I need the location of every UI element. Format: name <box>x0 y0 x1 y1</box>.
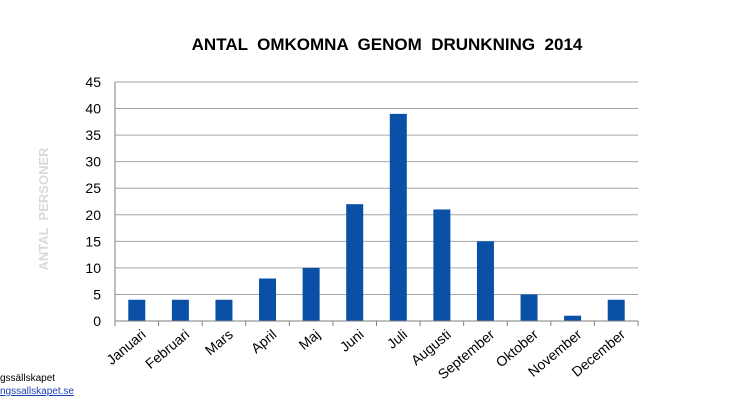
y-tick-label: 5 <box>93 286 101 302</box>
y-axis-label: ANTAL PERSONER <box>36 147 51 271</box>
y-tick-label: 35 <box>85 127 101 143</box>
bar-maj <box>302 267 320 321</box>
y-tick-label: 25 <box>85 180 101 196</box>
x-tick-label: Februari <box>142 326 192 372</box>
y-tick-label: 20 <box>85 207 101 223</box>
axes <box>114 82 639 326</box>
bar-juni <box>346 204 364 321</box>
bar-april <box>259 278 277 321</box>
y-tick-label: 15 <box>85 233 101 249</box>
y-tick-label: 30 <box>85 154 101 170</box>
x-tick-label: Mars <box>202 326 236 358</box>
chart-title: ANTAL OMKOMNA GENOM DRUNKNING 2014 <box>192 35 583 54</box>
y-tick-label: 0 <box>93 313 101 329</box>
bars <box>128 113 625 321</box>
x-tick-label: Januari <box>103 326 148 368</box>
bar-december <box>607 299 625 321</box>
bar-juli <box>389 113 407 321</box>
x-tick-label: Juni <box>337 326 367 355</box>
bar-februari <box>171 299 189 321</box>
y-tick-label: 40 <box>85 101 101 117</box>
bar-oktober <box>520 294 538 321</box>
bar-augusti <box>433 209 451 321</box>
y-tick-label: 45 <box>85 74 101 90</box>
gridlines <box>115 81 638 295</box>
bar-september <box>476 241 494 321</box>
bar-mars <box>215 299 233 321</box>
y-tick-label: 10 <box>85 260 101 276</box>
y-tick-labels: 0 5 10 15 20 25 30 35 40 45 <box>85 74 101 329</box>
bar-november <box>564 315 582 321</box>
x-tick-label: Maj <box>295 326 323 353</box>
footer-link[interactable]: ngssallskapet.se <box>0 386 74 397</box>
bar-januari <box>128 299 146 321</box>
footer-org: gssällskapet <box>0 373 56 384</box>
x-tick-label: April <box>248 326 280 356</box>
x-tick-label: Juli <box>384 326 410 352</box>
